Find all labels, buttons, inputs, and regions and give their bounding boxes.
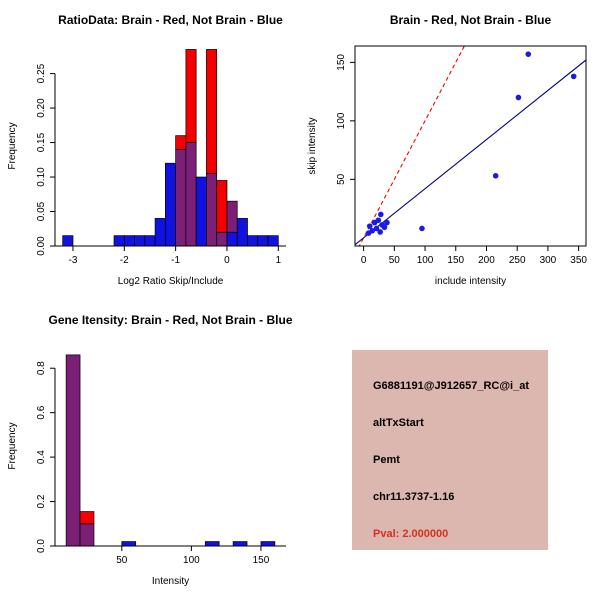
svg-text:100: 100 (183, 555, 200, 566)
svg-text:Intensity: Intensity (152, 576, 189, 587)
svg-text:Frequency: Frequency (7, 122, 18, 169)
gene-symbol-text: Pemt (373, 454, 400, 466)
svg-text:0.0: 0.0 (36, 539, 47, 553)
svg-text:0: 0 (361, 255, 367, 266)
svg-text:250: 250 (509, 255, 526, 266)
svg-text:0.10: 0.10 (36, 167, 47, 187)
gene-histogram-panel: 50 100 150 0.0 0.2 0.4 0.6 0.8 Gene Itensity: Br… (0, 300, 300, 600)
event-type-text: altTxStart (373, 417, 424, 429)
gene-info-box: G6881191@J912657_RC@i_at altTxStart Pemt… (352, 350, 548, 550)
svg-text:200: 200 (478, 255, 495, 266)
svg-text:0.05: 0.05 (36, 201, 47, 221)
ratio-histogram-panel: -3 -2 -1 0 1 0.00 0.05 0.10 0.15 0.20 0.25 RatioDat… (0, 0, 300, 300)
svg-text:-2: -2 (120, 255, 129, 266)
svg-text:Log2 Ratio Skip/Include: Log2 Ratio Skip/Include (118, 276, 224, 287)
svg-text:0.8: 0.8 (36, 361, 47, 375)
gene-histogram-chart: 50 100 150 0.0 0.2 0.4 0.6 0.8 Gene Itensity: Br… (7, 313, 293, 587)
svg-text:RatioData: Brain - Red, Not Br: RatioData: Brain - Red, Not Brain - Blue (58, 13, 283, 27)
svg-text:0.00: 0.00 (36, 236, 47, 256)
ratio-histogram-chart: -3 -2 -1 0 1 0.00 0.05 0.10 0.15 0.20 0.25 RatioDat… (7, 13, 286, 287)
svg-text:150: 150 (253, 555, 270, 566)
svg-text:Gene Itensity: Brain - Red, No: Gene Itensity: Brain - Red, Not Brain - … (48, 313, 292, 327)
svg-text:-1: -1 (171, 255, 180, 266)
svg-text:150: 150 (336, 54, 347, 71)
chromosome-location-text: chr11.3737-1.16 (373, 491, 455, 503)
svg-text:0: 0 (224, 255, 230, 266)
probe-id-text: G6881191@J912657_RC@i_at (373, 380, 530, 392)
svg-text:350: 350 (570, 255, 587, 266)
svg-text:300: 300 (540, 255, 557, 266)
svg-text:50: 50 (336, 173, 347, 185)
intensity-scatter-chart: 0 50 100 150 200 250 300 350 50 100 150 Brain - Red… (307, 13, 587, 287)
svg-text:-3: -3 (69, 255, 78, 266)
svg-text:150: 150 (447, 255, 464, 266)
svg-text:50: 50 (116, 555, 128, 566)
svg-text:0.4: 0.4 (36, 450, 47, 464)
svg-text:0.2: 0.2 (36, 494, 47, 508)
svg-text:include intensity: include intensity (435, 276, 506, 287)
svg-text:0.25: 0.25 (36, 63, 47, 83)
gene-info-panel: G6881191@J912657_RC@i_at altTxStart Pemt… (300, 300, 600, 600)
svg-text:0.6: 0.6 (36, 405, 47, 419)
svg-text:0.15: 0.15 (36, 132, 47, 152)
svg-text:Brain - Red, Not Brain - Blue: Brain - Red, Not Brain - Blue (390, 13, 552, 27)
svg-text:100: 100 (417, 255, 434, 266)
pval-text: Pval: 2.000000 (373, 528, 449, 540)
svg-text:Frequency: Frequency (7, 422, 18, 469)
svg-text:0.20: 0.20 (36, 98, 47, 118)
intensity-scatter-panel: 0 50 100 150 200 250 300 350 50 100 150 Brain - Red… (300, 0, 600, 300)
svg-text:skip intensity: skip intensity (307, 117, 318, 174)
svg-text:1: 1 (276, 255, 282, 266)
svg-text:50: 50 (389, 255, 401, 266)
svg-text:100: 100 (336, 112, 347, 129)
